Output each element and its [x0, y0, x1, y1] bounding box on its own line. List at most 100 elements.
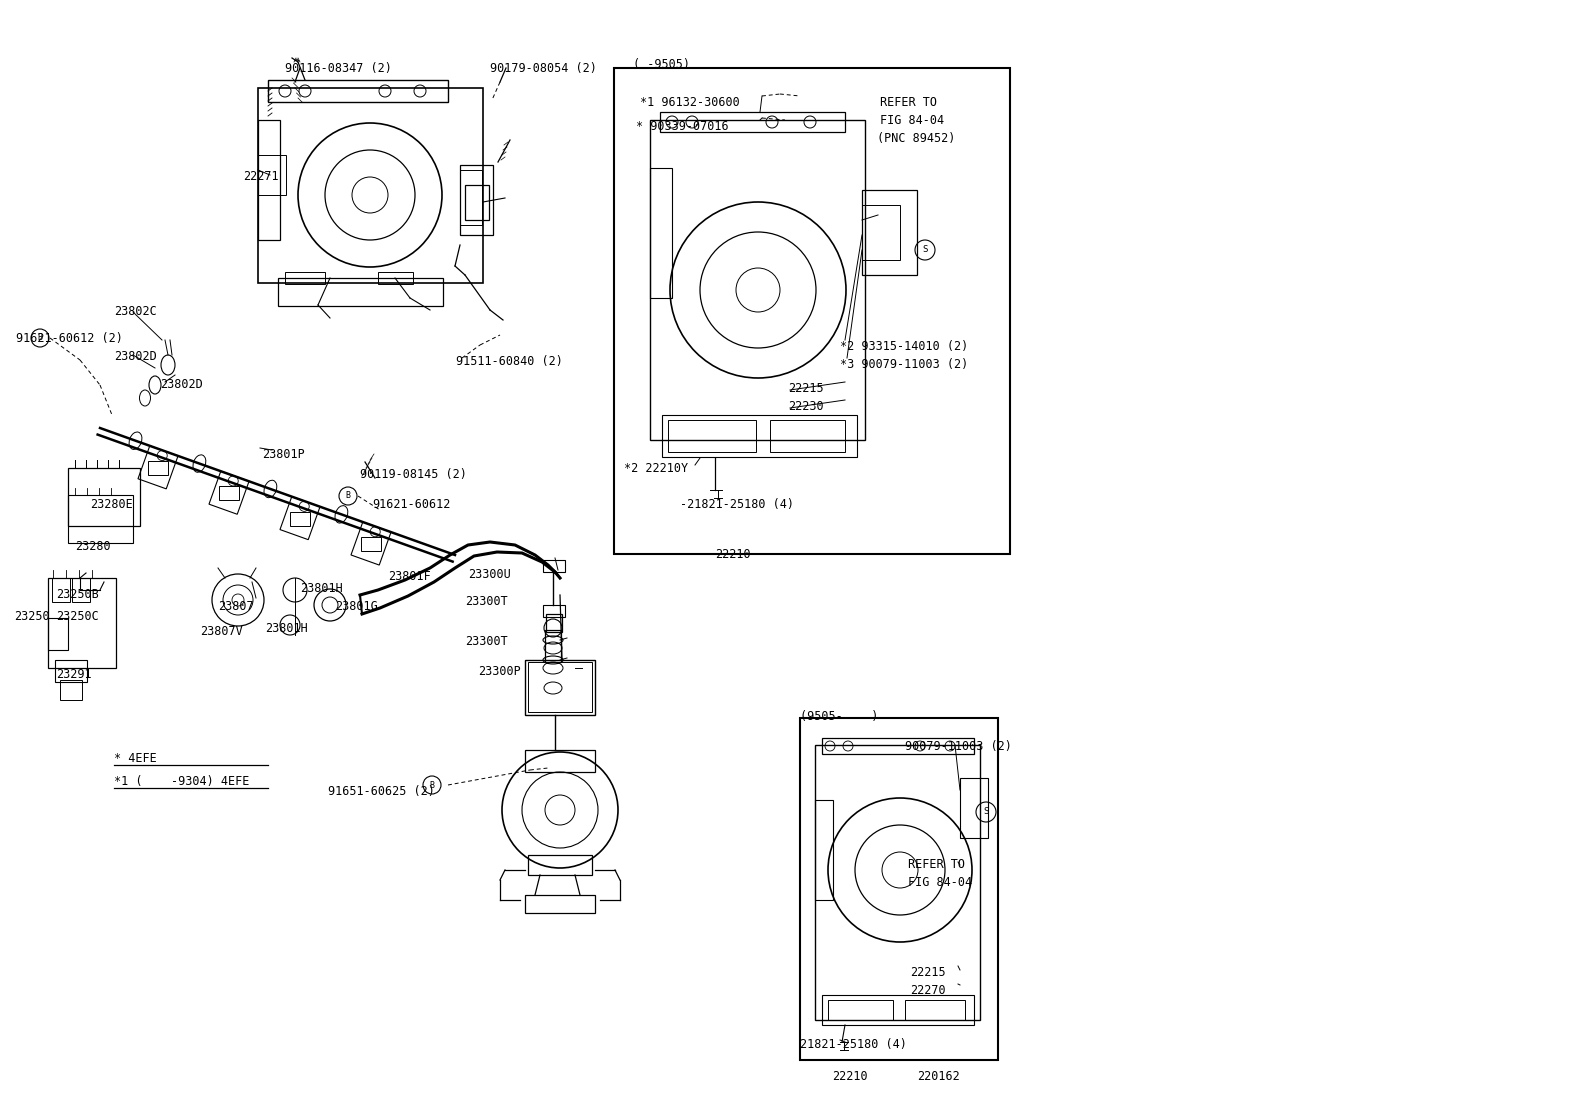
- Text: 23300T: 23300T: [465, 595, 508, 608]
- Text: ( -9505): ( -9505): [634, 58, 689, 71]
- Bar: [960, 778, 989, 839]
- Bar: [525, 660, 595, 715]
- Text: 90179-08054 (2): 90179-08054 (2): [490, 62, 597, 75]
- Text: 23807V: 23807V: [201, 625, 242, 639]
- Bar: [861, 190, 917, 275]
- Text: S: S: [922, 245, 928, 255]
- Bar: [68, 468, 140, 526]
- Text: 23802D: 23802D: [115, 349, 156, 363]
- Bar: [771, 420, 845, 452]
- Bar: [68, 495, 134, 543]
- Text: *2 22210Y: *2 22210Y: [624, 462, 688, 475]
- Text: 220162: 220162: [917, 1070, 960, 1083]
- Text: B: B: [345, 491, 350, 500]
- Text: *3 90079-11003 (2): *3 90079-11003 (2): [841, 358, 968, 371]
- Bar: [279, 278, 443, 306]
- Text: *1 96132-30600: *1 96132-30600: [640, 96, 740, 109]
- Bar: [828, 1000, 893, 1020]
- Text: REFER TO: REFER TO: [880, 96, 938, 109]
- Text: 23807: 23807: [218, 600, 253, 613]
- Bar: [529, 855, 592, 875]
- Text: FIG 84-04: FIG 84-04: [880, 114, 944, 127]
- Text: * 4EFE: * 4EFE: [115, 752, 156, 765]
- Bar: [650, 168, 672, 298]
- Text: 23291: 23291: [56, 668, 92, 681]
- Bar: [801, 718, 998, 1061]
- Bar: [650, 120, 864, 440]
- Text: 23250B: 23250B: [56, 588, 99, 601]
- Bar: [460, 170, 482, 225]
- Text: 22210: 22210: [833, 1070, 868, 1083]
- Text: 90119-08145 (2): 90119-08145 (2): [360, 468, 466, 481]
- Bar: [669, 420, 756, 452]
- Text: -21821-25180 (4): -21821-25180 (4): [680, 498, 794, 511]
- Text: 23250C: 23250C: [56, 610, 99, 623]
- Text: 23300U: 23300U: [468, 568, 511, 581]
- Text: 22215: 22215: [788, 382, 823, 395]
- Bar: [53, 578, 70, 602]
- Bar: [56, 660, 88, 682]
- Bar: [218, 486, 239, 500]
- Text: (9505-    ): (9505- ): [801, 710, 879, 723]
- Bar: [821, 739, 974, 754]
- Text: 90116-08347 (2): 90116-08347 (2): [285, 62, 392, 75]
- Text: FIG 84-04: FIG 84-04: [907, 876, 973, 889]
- Text: 23300P: 23300P: [478, 665, 521, 678]
- Bar: [60, 680, 83, 700]
- Text: *1 (    -9304) 4EFE: *1 ( -9304) 4EFE: [115, 775, 250, 788]
- Text: 23280: 23280: [75, 540, 110, 553]
- Text: 91511-60840 (2): 91511-60840 (2): [455, 355, 564, 368]
- Bar: [615, 68, 1009, 554]
- Bar: [543, 560, 565, 571]
- Text: 21821-25180 (4): 21821-25180 (4): [801, 1037, 907, 1051]
- Text: 23801H: 23801H: [299, 582, 342, 595]
- Text: * 90339-07016: * 90339-07016: [635, 120, 729, 133]
- Text: 23801H: 23801H: [264, 622, 307, 635]
- Text: 23802C: 23802C: [115, 306, 156, 318]
- Bar: [72, 578, 91, 602]
- Text: 90079-11003 (2): 90079-11003 (2): [904, 740, 1013, 753]
- Text: 22271: 22271: [244, 170, 279, 184]
- Bar: [544, 630, 560, 662]
- Text: 22215: 22215: [911, 966, 946, 979]
- Text: 91651-60625 (2): 91651-60625 (2): [328, 785, 435, 798]
- Bar: [258, 155, 287, 195]
- Bar: [525, 895, 595, 913]
- Text: 23801P: 23801P: [263, 448, 304, 460]
- Bar: [661, 112, 845, 132]
- Text: 91621-60612: 91621-60612: [373, 498, 451, 511]
- Text: (PNC 89452): (PNC 89452): [877, 132, 955, 145]
- Bar: [465, 185, 489, 220]
- Bar: [815, 800, 833, 900]
- Bar: [529, 662, 592, 712]
- Text: 91621-60612 (2): 91621-60612 (2): [16, 332, 123, 345]
- Bar: [815, 745, 981, 1020]
- Bar: [546, 614, 562, 632]
- Text: 23280E: 23280E: [91, 498, 132, 511]
- Text: S: S: [984, 808, 989, 817]
- Bar: [861, 206, 899, 260]
- Text: 23801F: 23801F: [388, 570, 431, 582]
- Text: REFER TO: REFER TO: [907, 858, 965, 872]
- Bar: [361, 537, 380, 551]
- Text: 23801G: 23801G: [334, 600, 377, 613]
- Bar: [285, 271, 325, 284]
- Text: 23300T: 23300T: [465, 635, 508, 648]
- Bar: [48, 578, 116, 668]
- Bar: [821, 995, 974, 1025]
- Bar: [258, 88, 482, 284]
- Text: 23250: 23250: [14, 610, 49, 623]
- Bar: [460, 165, 494, 235]
- Bar: [543, 606, 565, 617]
- Text: B: B: [430, 780, 435, 789]
- Text: 22230: 22230: [788, 400, 823, 413]
- Text: 22210: 22210: [715, 548, 751, 560]
- Bar: [48, 618, 68, 650]
- Bar: [525, 750, 595, 771]
- Bar: [290, 512, 310, 525]
- Bar: [267, 80, 447, 102]
- Text: 22270: 22270: [911, 984, 946, 997]
- Bar: [662, 415, 856, 457]
- Bar: [904, 1000, 965, 1020]
- Text: 23802D: 23802D: [161, 378, 202, 391]
